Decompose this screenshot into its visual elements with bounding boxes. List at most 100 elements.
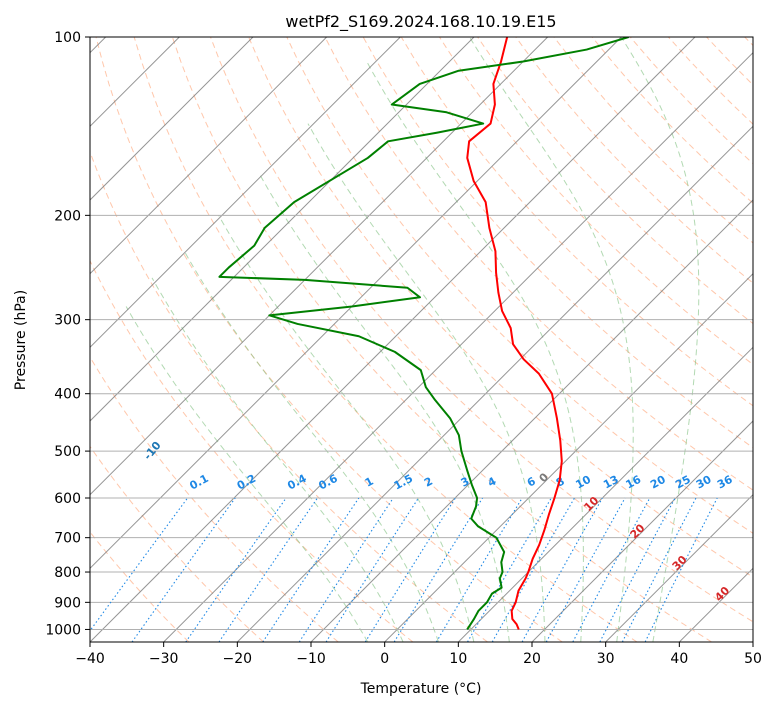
isotherm-line <box>310 199 753 642</box>
mixing-ratio-line <box>644 497 718 642</box>
mixing-ratio-label: 36 <box>715 473 735 492</box>
isotherm-line <box>605 493 753 642</box>
mixing-ratio-line <box>364 497 456 642</box>
moist-adiabat-line <box>151 277 404 642</box>
dry-adiabat-label: -10 <box>141 439 164 463</box>
x-tick-label: 10 <box>449 651 467 667</box>
y-tick-label: 600 <box>54 491 81 507</box>
mixing-ratio-line <box>218 497 318 642</box>
mixing-ratio-line <box>621 497 697 642</box>
y-axis-label: Pressure (hPa) <box>13 290 29 390</box>
mixing-ratio-label: 2 <box>422 475 435 490</box>
isotherm-label: 10 <box>581 494 601 514</box>
mixing-ratio-label: 10 <box>573 473 593 492</box>
x-tick-label: −40 <box>75 651 105 667</box>
isotherm-line <box>90 37 696 642</box>
mixing-ratio-line <box>325 497 419 642</box>
mixing-ratio-line <box>435 497 523 642</box>
mixing-ratio-line <box>131 497 236 642</box>
x-tick-label: 20 <box>523 651 541 667</box>
dry-adiabat-line <box>515 37 753 284</box>
y-tick-label: 800 <box>54 565 81 581</box>
mixing-ratio-line <box>467 497 552 642</box>
isotherm-line <box>457 346 753 642</box>
x-tick-label: 50 <box>744 651 762 667</box>
dewpoint-profile-line <box>218 37 629 630</box>
moist-adiabat-line <box>125 306 369 642</box>
y-tick-label: 300 <box>54 313 81 329</box>
plot-frame <box>89 36 754 643</box>
isotherm-label: 40 <box>712 584 732 604</box>
y-tick-label: 200 <box>54 208 81 224</box>
mixing-ratio-label: 1 <box>363 475 376 490</box>
moist-adiabat-line <box>620 37 700 642</box>
moist-adiabat-line <box>183 251 439 642</box>
mixing-ratio-label: 0.4 <box>285 472 309 493</box>
mixing-ratio-line <box>262 497 360 642</box>
chart-title: wetPf2_S169.2024.168.10.19.E15 <box>285 12 556 32</box>
x-axis-label: Temperature (°C) <box>360 681 482 697</box>
x-tick-label: −30 <box>149 651 179 667</box>
y-tick-label: 400 <box>54 387 81 403</box>
mixing-ratio-lines: 0.1 0.2 0.4 0.6 1 1.5 2 3 4 6 8 10 13 16 20 25 30 36 <box>90 472 735 642</box>
dry-adiabat-line <box>90 150 488 642</box>
y-tick-label: 100 <box>54 30 81 46</box>
y-tick-label: 500 <box>54 444 81 460</box>
mixing-ratio-label: 13 <box>601 473 621 492</box>
x-tick-label: 40 <box>670 651 688 667</box>
dry-adiabat-line <box>90 259 414 642</box>
dry-adiabat-line <box>324 37 753 491</box>
isotherm-line <box>236 125 753 642</box>
isotherm-line <box>90 37 475 422</box>
dry-adiabat-line <box>668 37 753 125</box>
mixing-ratio-line <box>599 497 676 642</box>
sounding-series <box>218 37 629 630</box>
x-tick-label: −10 <box>296 651 326 667</box>
isotherms <box>90 37 753 642</box>
dry-adiabat-line <box>286 37 753 534</box>
mixing-ratio-label: 16 <box>624 473 644 492</box>
x-tick-label: 0 <box>380 651 389 667</box>
isotherm-line <box>90 37 328 275</box>
dry-adiabat-line <box>95 37 563 642</box>
dry-adiabats <box>90 37 753 642</box>
y-tick-label: 900 <box>54 595 81 611</box>
mixing-ratio-label: 25 <box>673 473 693 492</box>
moist-adiabat-line <box>258 173 510 642</box>
moist-adiabat-line <box>218 215 475 642</box>
isotherm-line <box>531 420 753 642</box>
isotherm-line <box>90 37 622 570</box>
mixing-ratio-label: 30 <box>694 473 714 492</box>
pressure-gridlines <box>90 37 753 630</box>
dry-adiabat-line <box>90 445 264 642</box>
mixing-ratio-label: 20 <box>648 473 668 492</box>
mixing-ratio-label: 0.1 <box>187 472 210 493</box>
mixing-ratio-label: 1.5 <box>392 472 415 493</box>
isotherm-label: 20 <box>628 521 648 541</box>
moist-adiabat-line <box>307 123 546 642</box>
isotherm-line <box>678 567 753 642</box>
isotherm-line <box>163 51 753 642</box>
dry-adiabat-line <box>210 37 753 623</box>
dry-adiabat-line <box>553 37 753 244</box>
dry-adiabat-line <box>591 37 753 204</box>
y-tick-label: 700 <box>54 531 81 547</box>
x-axis: −40 −30 −20 −10 0 10 20 30 40 50 <box>75 642 762 667</box>
isotherm-line <box>90 37 254 201</box>
mixing-ratio-line <box>572 497 651 642</box>
moist-adiabat-line <box>469 37 634 642</box>
dry-adiabat-line <box>90 356 339 642</box>
x-tick-label: 30 <box>597 651 615 667</box>
y-axis: 100 200 300 400 500 600 700 800 900 1000 <box>45 30 90 638</box>
temperature-profile-line <box>466 37 563 630</box>
mixing-ratio-label: 0.6 <box>316 472 340 493</box>
x-tick-label: −20 <box>223 651 253 667</box>
dry-adiabat-line <box>744 37 753 47</box>
mixing-ratio-line <box>545 497 626 642</box>
mixing-ratio-line <box>393 497 483 642</box>
y-tick-label: 1000 <box>45 622 81 638</box>
mixing-ratio-label: 0.2 <box>235 472 258 493</box>
